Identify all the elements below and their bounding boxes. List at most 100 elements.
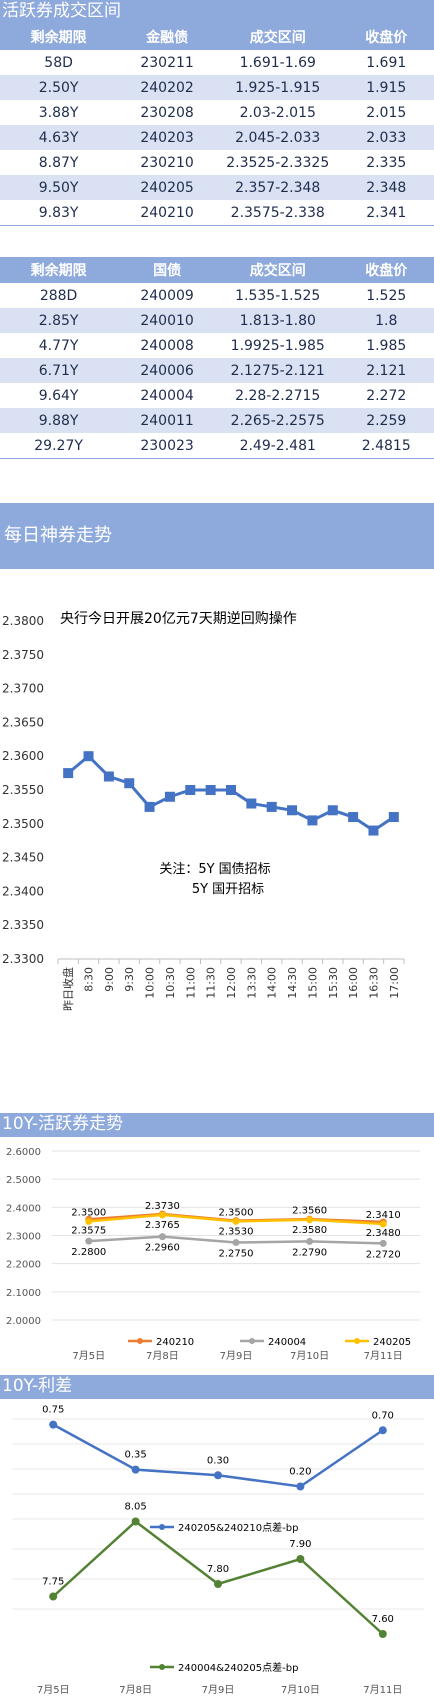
x-tick-label: 16:30 [367, 967, 380, 999]
data-point [389, 812, 399, 822]
data-point [85, 1218, 92, 1225]
data-point [132, 1518, 140, 1526]
x-tick-label: 8:30 [83, 967, 96, 992]
table-cell: 2.341 [339, 200, 434, 226]
column-header: 成交区间 [217, 24, 339, 50]
x-tick-label: 13:30 [245, 967, 258, 999]
active-bonds-title: 活跃券成交区间 [0, 0, 434, 24]
table-cell: 2.335 [339, 150, 434, 175]
table-cell: 2.3525-2.3325 [217, 150, 339, 175]
table-cell: 1.9925-1.985 [217, 333, 339, 358]
data-label: 2.3480 [366, 1228, 401, 1239]
table-cell: 2.348 [339, 175, 434, 200]
data-point [165, 792, 175, 802]
spread-title: 10Y-利差 [0, 1375, 434, 1399]
data-point [104, 771, 114, 781]
spread-chart: 0.750.350.300.200.707.758.057.807.907.60… [0, 1399, 434, 1700]
x-tick-label: 17:00 [388, 967, 401, 999]
x-tick-label: 7月5日 [72, 1350, 105, 1362]
table-cell: 29.27Y [0, 433, 117, 459]
table-cell: 2.121 [339, 358, 434, 383]
table-cell: 240203 [117, 125, 217, 150]
table-cell: 2.045-2.033 [217, 125, 339, 150]
data-label: 7.75 [42, 1577, 64, 1588]
table-cell: 1.535-1.525 [217, 283, 339, 308]
data-point [214, 1580, 222, 1588]
data-label: 7.90 [289, 1539, 311, 1550]
y-tick-label: 2.0000 [6, 1316, 41, 1327]
y-tick-label: 2.5000 [6, 1175, 41, 1186]
x-tick-label: 7月8日 [119, 1684, 152, 1696]
tenY-active-chart: 2.00002.10002.20002.30002.40002.50002.60… [0, 1137, 434, 1372]
table-cell: 240202 [117, 75, 217, 100]
table-cell: 2.4815 [339, 433, 434, 459]
y-tick-label: 2.3650 [2, 715, 44, 729]
table-cell: 9.50Y [0, 175, 117, 200]
table-cell: 1.813-1.80 [217, 308, 339, 333]
data-point [368, 826, 378, 836]
table-cell: 2.03-2.015 [217, 100, 339, 125]
x-tick-label: 昨日收盘 [61, 967, 75, 1011]
x-tick-label: 10:00 [144, 967, 157, 999]
data-label: 0.75 [42, 1405, 64, 1416]
data-point [233, 1218, 240, 1225]
table-cell: 1.691 [339, 50, 434, 75]
column-header: 成交区间 [217, 257, 339, 283]
table-cell: 2.1275-2.121 [217, 358, 339, 383]
table-cell: 9.83Y [0, 200, 117, 226]
data-label: 2.3530 [219, 1227, 254, 1238]
data-label: 2.3575 [71, 1225, 106, 1236]
table-cell: 1.985 [339, 333, 434, 358]
x-tick-label: 11:00 [184, 967, 197, 999]
table-cell: 2.015 [339, 100, 434, 125]
data-point [49, 1421, 57, 1429]
data-label: 0.30 [207, 1455, 229, 1466]
legend-label: 240004 [268, 1337, 306, 1348]
table-header-row: 剩余期限国债成交区间收盘价 [0, 257, 434, 283]
data-label: 7.60 [372, 1614, 394, 1625]
data-label: 2.3410 [366, 1210, 401, 1221]
x-tick-label: 12:00 [225, 967, 238, 999]
data-point [124, 778, 134, 788]
table-cell: 240205 [117, 175, 217, 200]
chart-title: 央行今日开展20亿元7天期逆回购操作 [60, 608, 360, 628]
data-label: 2.2790 [292, 1247, 327, 1258]
x-tick-label: 10:30 [164, 967, 177, 999]
column-header: 金融债 [117, 24, 217, 50]
data-label: 2.2750 [219, 1249, 254, 1260]
data-point [226, 785, 236, 795]
intraday-yield-chart: 2.33002.33502.34002.34502.35002.35502.36… [0, 615, 434, 1100]
table-cell: 2.259 [339, 408, 434, 433]
legend-marker [249, 1338, 255, 1344]
table-cell: 2.357-2.348 [217, 175, 339, 200]
data-point [85, 1238, 92, 1245]
x-tick-label: 7月8日 [146, 1350, 179, 1362]
column-header: 国债 [117, 257, 217, 283]
data-point [145, 802, 155, 812]
legend-marker [159, 1524, 165, 1530]
column-header: 收盘价 [339, 24, 434, 50]
column-header: 剩余期限 [0, 257, 117, 283]
table-cell: 240006 [117, 358, 217, 383]
legend-marker [354, 1338, 360, 1344]
data-point [307, 815, 317, 825]
legend-label: 240205&240210点差-bp [178, 1521, 298, 1534]
data-label: 0.35 [124, 1450, 146, 1461]
series-line [53, 1522, 383, 1635]
table-cell: 58D [0, 50, 117, 75]
table-cell: 2.28-2.2715 [217, 383, 339, 408]
legend-marker [159, 1664, 165, 1670]
y-tick-label: 2.3350 [2, 918, 44, 932]
data-point [206, 785, 216, 795]
table-cell: 9.88Y [0, 408, 117, 433]
data-point [267, 802, 277, 812]
table-cell: 240009 [117, 283, 217, 308]
